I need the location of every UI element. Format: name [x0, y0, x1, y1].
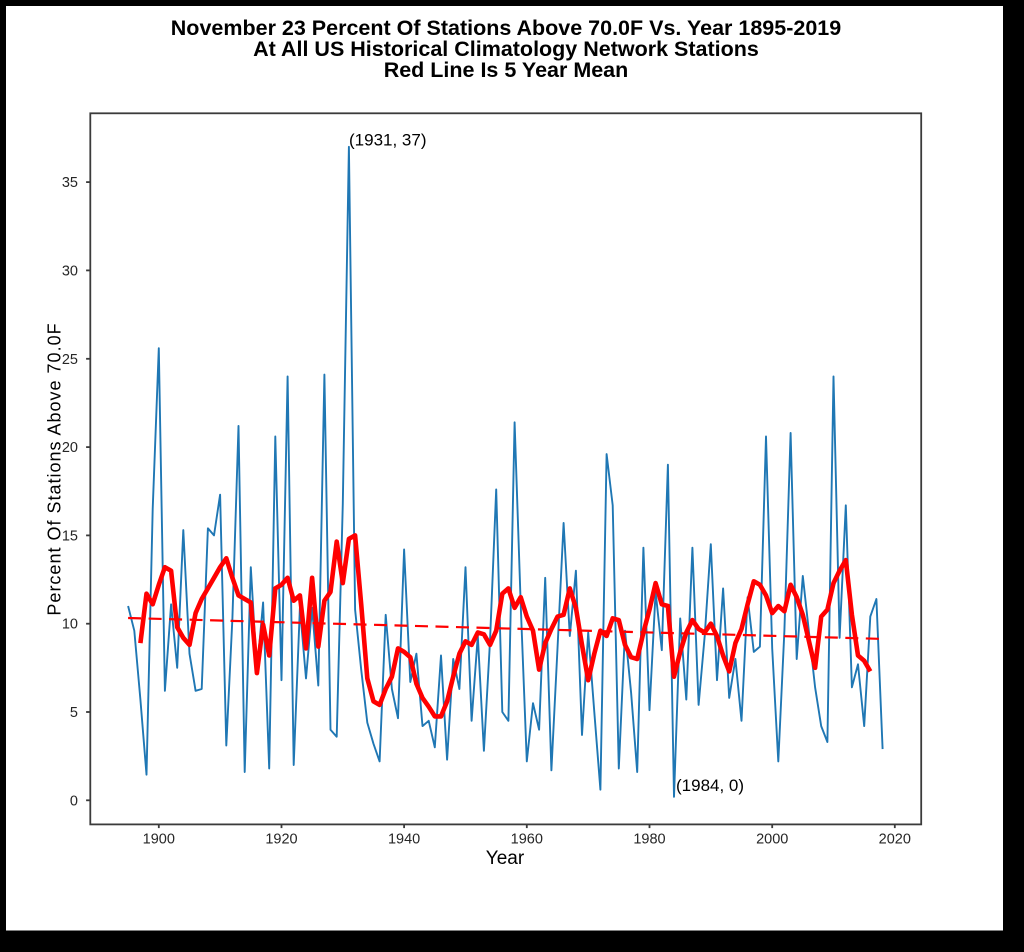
svg-text:5: 5: [70, 705, 78, 721]
svg-text:At All US Historical Climatolo: At All US Historical Climatology Network…: [253, 37, 759, 61]
svg-text:30: 30: [62, 263, 78, 279]
svg-text:Red Line Is 5 Year Mean: Red Line Is 5 Year Mean: [384, 58, 629, 82]
svg-text:20: 20: [62, 440, 78, 456]
svg-text:10: 10: [62, 617, 78, 633]
svg-text:2020: 2020: [879, 832, 911, 848]
svg-text:25: 25: [62, 352, 78, 368]
svg-text:1920: 1920: [265, 832, 297, 848]
svg-text:Year: Year: [486, 848, 525, 869]
svg-text:1980: 1980: [633, 832, 665, 848]
svg-text:(1984, 0): (1984, 0): [676, 776, 744, 795]
svg-text:0: 0: [70, 793, 78, 809]
svg-text:1960: 1960: [511, 832, 543, 848]
svg-text:1940: 1940: [388, 832, 420, 848]
svg-text:1900: 1900: [143, 832, 175, 848]
svg-text:Percent Of Stations Above 70.0: Percent Of Stations Above 70.0F: [45, 322, 65, 615]
svg-text:(1931, 37): (1931, 37): [349, 131, 427, 150]
svg-text:November 23 Percent Of Station: November 23 Percent Of Stations Above 70…: [171, 16, 841, 40]
svg-text:15: 15: [62, 528, 78, 544]
svg-text:35: 35: [62, 175, 78, 191]
svg-text:2000: 2000: [756, 832, 788, 848]
